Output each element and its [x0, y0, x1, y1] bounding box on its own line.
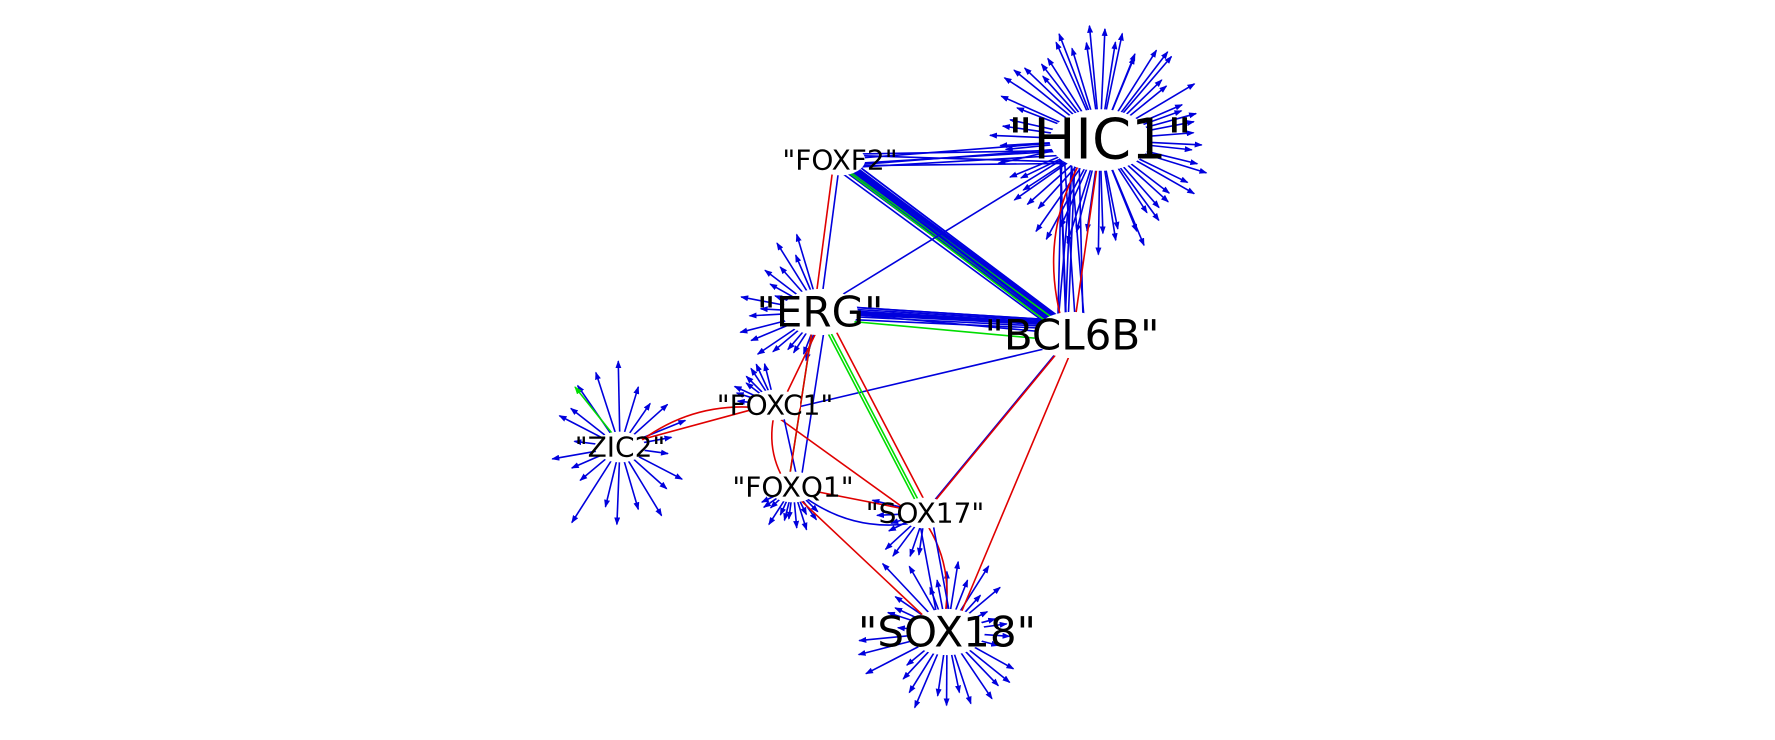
edge-bcl6b-to-foxc1: [780, 340, 1079, 413]
fan-edge-zic2: [595, 371, 620, 444]
bundle-edge: [831, 152, 1080, 164]
node-label-sox18: "SOX18": [858, 608, 1036, 657]
edge-bcl6b-to-erg: [813, 315, 1067, 342]
edge-layer: [574, 137, 1102, 639]
node-label-foxf2: "FOXF2": [782, 144, 897, 177]
node-label-bcl6b: "BCL6B": [985, 311, 1160, 360]
fan-edge-zic2: [615, 360, 622, 444]
node-label-layer: "HIC1" "FOXF2" "ERG" "BCL6B" "FOXC1" "ZIC2" "F…: [575, 108, 1193, 657]
bundle-edge: [844, 160, 1069, 327]
edge-sox17-to-bcl6b: [924, 334, 1073, 514]
node-sox17: [899, 497, 951, 529]
bundle-edge: [833, 154, 1068, 172]
node-erg: [782, 288, 858, 336]
edge-bcl6b-to-sox18: [952, 334, 1079, 633]
bundle-edge: [818, 309, 1062, 327]
bundle-edge: [1064, 154, 1077, 341]
edge-zic2-to-zic2: [574, 386, 616, 438]
node-sox18: [909, 608, 985, 656]
bundle-edge: [825, 317, 1069, 332]
edge-sox17-to-erg: [819, 317, 926, 520]
node-zic2: [594, 431, 646, 463]
edge-sox17-to-erg: [825, 311, 932, 514]
bundle-edge: [1059, 156, 1070, 343]
edge-bcl6b-to-sox17: [918, 340, 1067, 520]
edge-sox18-to-foxq1: [792, 492, 948, 639]
node-foxf2: [814, 144, 866, 176]
edge-foxf2-to-bcl6b: [839, 165, 1073, 342]
edge-erg-to-sox17: [819, 311, 926, 514]
edge-foxq1-to-erg: [786, 317, 816, 494]
bundle-edge: [823, 306, 1067, 325]
node-label-foxc1: "FOXC1": [717, 389, 834, 422]
fan-edge-zic2: [571, 449, 619, 524]
edge-erg-to-foxf2: [813, 159, 837, 313]
node-label-foxq1: "FOXQ1": [732, 471, 853, 504]
bundle-edge: [816, 304, 1060, 323]
node-foxq1: [767, 471, 819, 503]
edge-erg-to-foxq1: [797, 317, 827, 494]
edge-hic1-to-erg: [813, 139, 1095, 313]
bundle-edge: [839, 158, 1063, 325]
edge-bcl6b-to-foxf2: [839, 159, 1073, 336]
node-label-sox17: "SOX17": [866, 497, 985, 530]
edge-bcl6b-to-hic1: [1071, 145, 1102, 342]
bundle-edge: [830, 164, 1054, 330]
node-bcl6b: [1034, 311, 1110, 359]
node-hic1: [1049, 109, 1151, 171]
bundle-edge: [818, 310, 1062, 328]
edge-foxf2-to-erg: [817, 159, 841, 313]
bundle-edge: [841, 153, 1066, 322]
node-foxc1: [749, 389, 801, 421]
node-label-zic2: "ZIC2": [575, 431, 666, 464]
node-label-erg: "ERG": [757, 288, 884, 337]
fan-edge-zic2: [614, 450, 621, 526]
edge-foxf2-to-bcl6b: [845, 165, 1079, 342]
node-label-hic1: "HIC1": [1008, 108, 1193, 173]
edge-sox17-to-foxc1: [768, 410, 920, 520]
